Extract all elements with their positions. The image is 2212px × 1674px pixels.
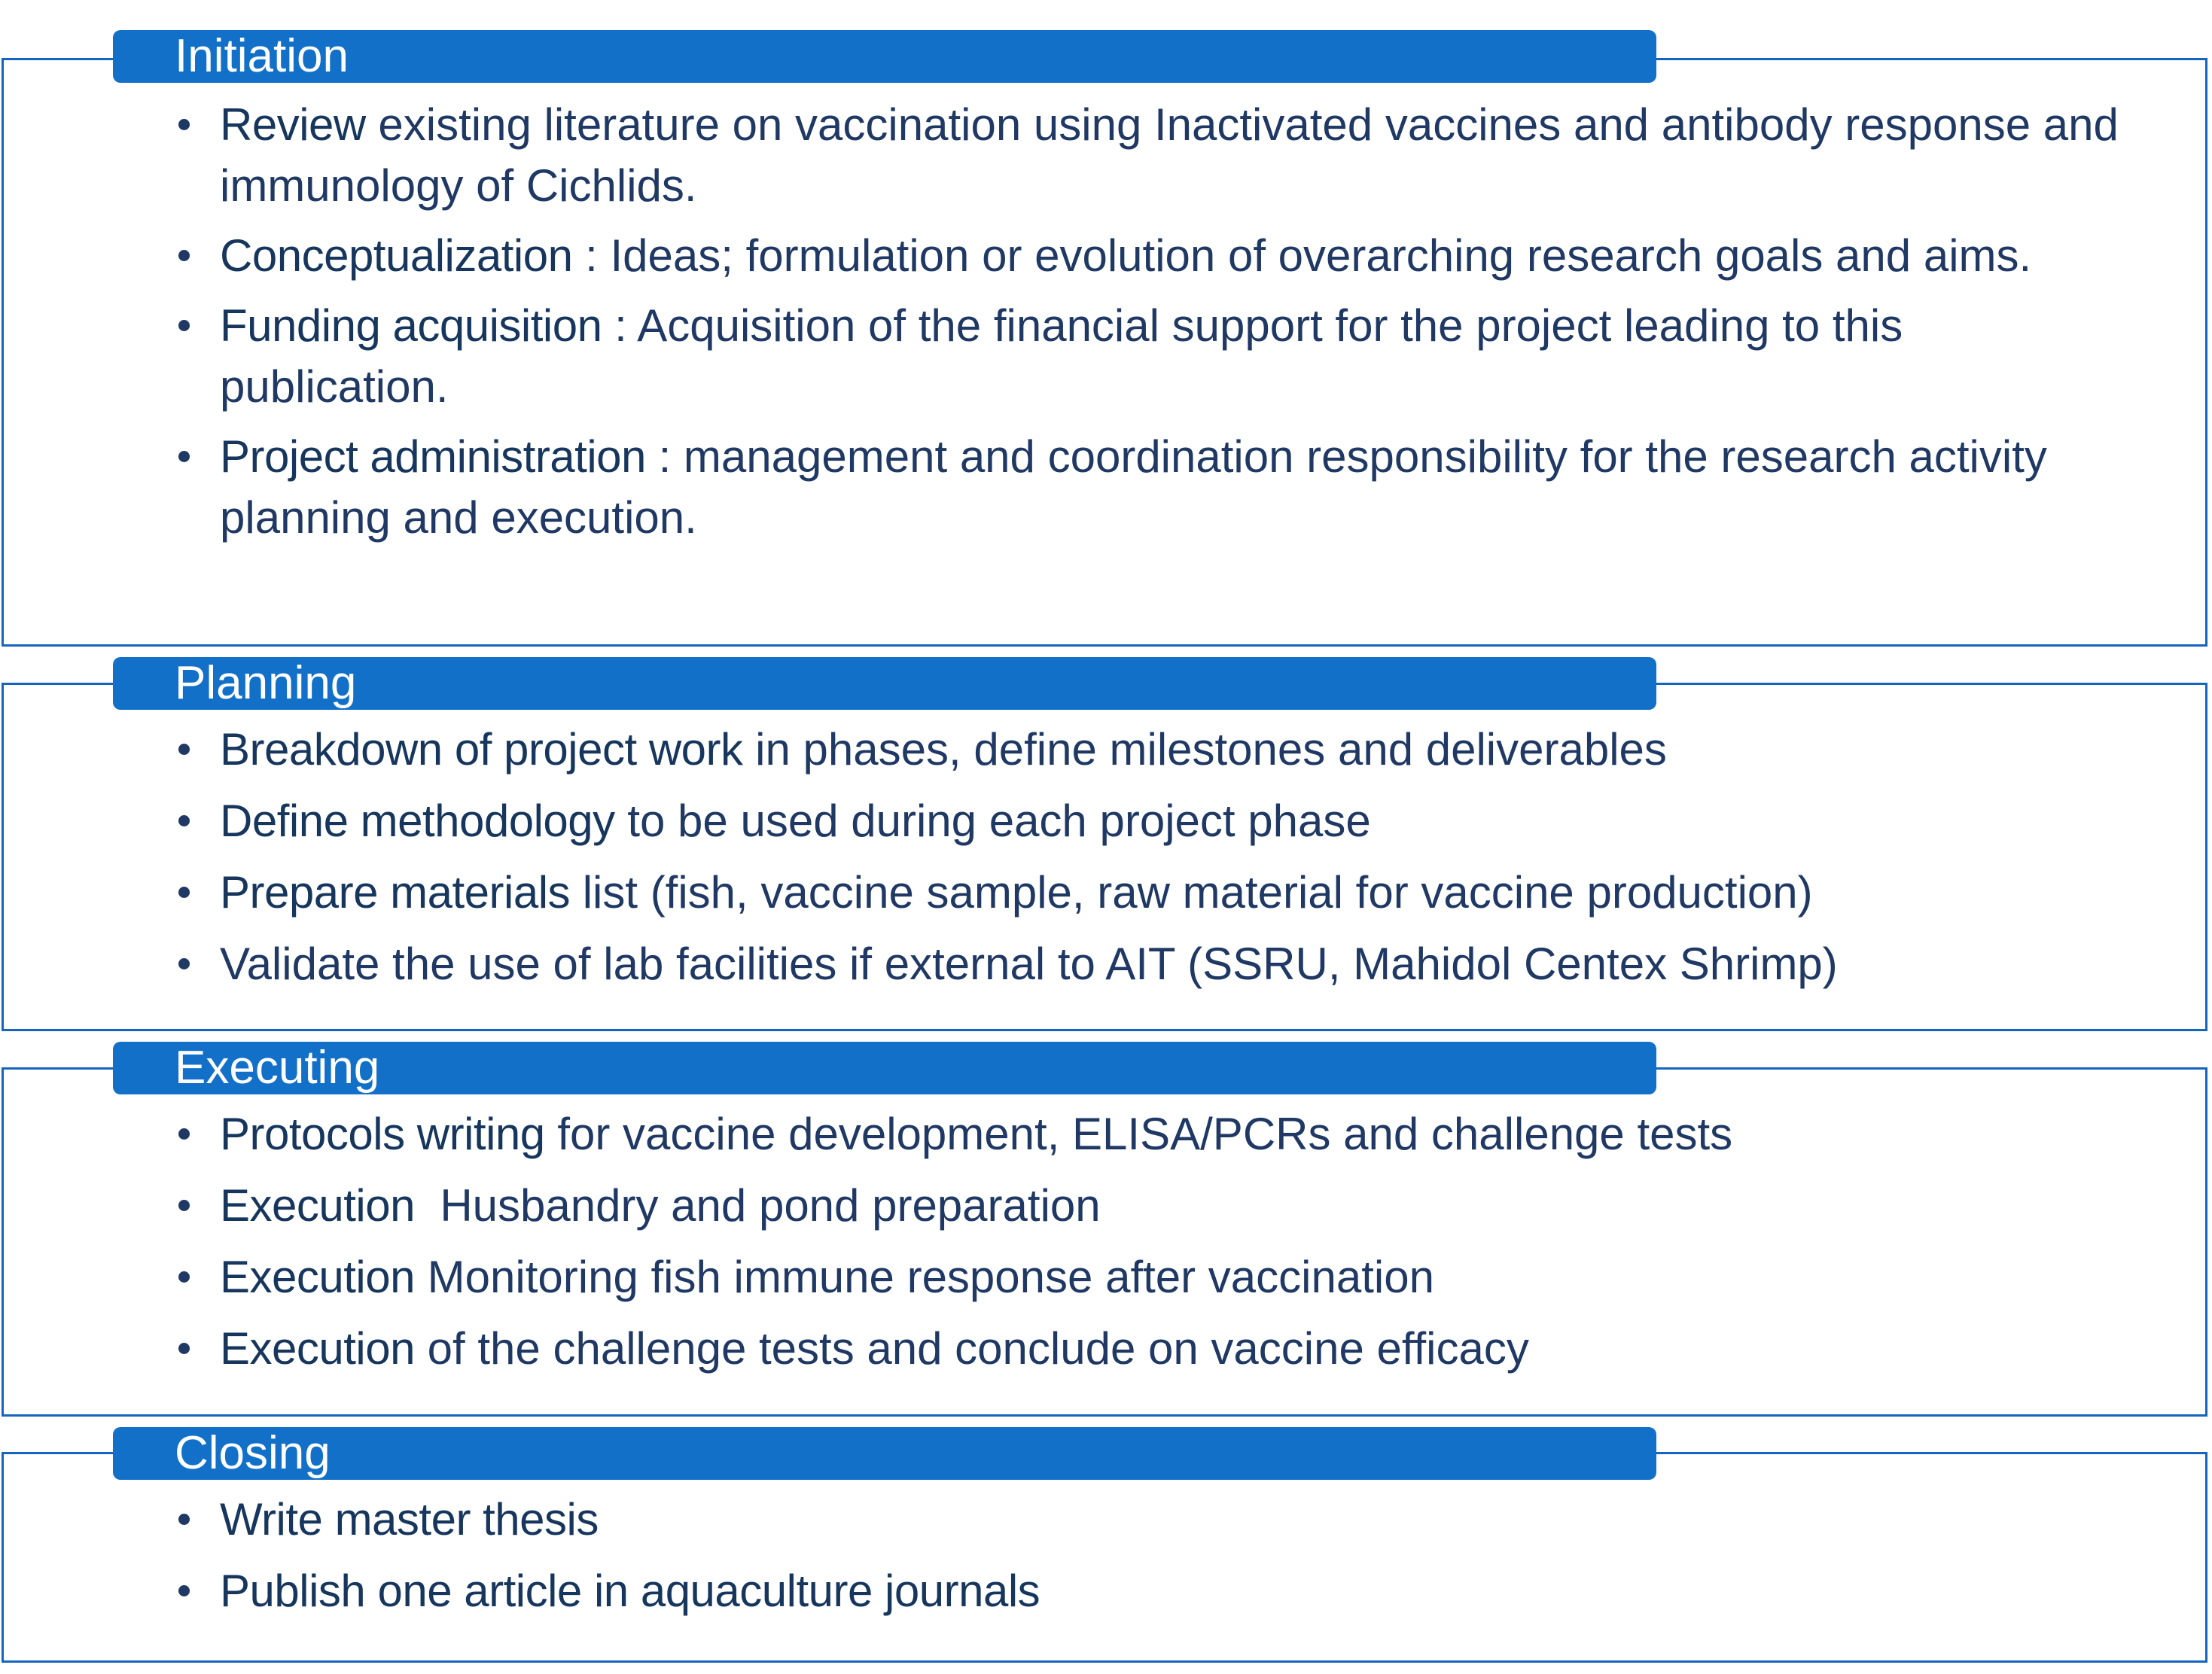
bullet-icon: [178, 744, 190, 755]
item-term: Execution: [220, 1180, 416, 1231]
phase-title: Initiation: [175, 30, 349, 82]
item-description: : Ideas; formulation or evolution of ove…: [572, 230, 2032, 281]
phase-list-closing: Write master thesis Publish one article …: [0, 1489, 2212, 1632]
list-item: Protocols writing for vaccine developmen…: [0, 1103, 2212, 1164]
item-term: Execution: [220, 1252, 416, 1302]
bullet-icon: [178, 119, 190, 130]
item-term: Funding acquisition: [220, 300, 602, 351]
item-term: Prepare materials: [220, 867, 571, 918]
bullet-icon: [178, 320, 190, 331]
item-term: Conceptualization: [220, 230, 573, 281]
bullet-icon: [178, 451, 190, 462]
item-description: for vaccine development, ELISA/PCRs and …: [544, 1109, 1733, 1159]
list-item: Breakdown of project work in phases, def…: [0, 719, 2212, 780]
item-term: Execution: [220, 1323, 416, 1374]
item-description: : management and coordination responsibi…: [220, 431, 2047, 543]
bullet-icon: [178, 887, 190, 898]
item-description: Husbandry and pond preparation: [415, 1180, 1101, 1231]
phase-list-planning: Breakdown of project work in phases, def…: [0, 719, 2212, 1005]
item-term: Project administration: [220, 431, 646, 482]
list-item: Prepare materials list (fish, vaccine sa…: [0, 862, 2212, 923]
list-item: Validate the use of lab facilities if ex…: [0, 933, 2212, 994]
item-description: existing literature on vaccination using…: [220, 99, 2119, 211]
bullet-icon: [178, 1585, 190, 1596]
bullet-icon: [178, 958, 190, 969]
item-term: Protocols writing: [220, 1109, 545, 1159]
phase-box-executing: [2, 1067, 2207, 1417]
phase-header-executing: Executing: [113, 1042, 1656, 1094]
list-item: Project administration : management and …: [0, 426, 2212, 548]
list-item: Execution Husbandry and pond preparation: [0, 1175, 2212, 1236]
bullet-icon: [178, 1514, 190, 1525]
item-description: Monitoring fish immune response after va…: [415, 1252, 1434, 1302]
item-description: list (fish, vaccine sample, raw material…: [570, 867, 1813, 918]
bullet-icon: [178, 1271, 190, 1283]
item-description: of the challenge tests and conclude on v…: [415, 1323, 1529, 1374]
phase-title: Closing: [175, 1427, 331, 1479]
item-term: Breakdown of project work: [220, 724, 743, 775]
item-term: Publish one article in aquaculture journ…: [220, 1566, 1040, 1616]
item-term: Write master thesis: [220, 1494, 599, 1545]
list-item: Funding acquisition : Acquisition of the…: [0, 295, 2212, 417]
phase-list-executing: Protocols writing for vaccine developmen…: [0, 1103, 2212, 1389]
item-term: Define methodology: [220, 796, 615, 846]
bullet-icon: [178, 1200, 190, 1211]
list-item: Define methodology to be used during eac…: [0, 790, 2212, 851]
bullet-icon: [178, 815, 190, 826]
list-item: Write master thesis: [0, 1489, 2212, 1550]
phase-title: Planning: [175, 657, 357, 709]
item-term: Review: [220, 99, 366, 150]
bullet-icon: [178, 1128, 190, 1140]
list-item: Review existing literature on vaccinatio…: [0, 94, 2212, 216]
list-item: Execution of the challenge tests and con…: [0, 1318, 2212, 1379]
phase-header-closing: Closing: [113, 1427, 1656, 1480]
item-description: in phases, define milestones and deliver…: [742, 724, 1667, 775]
phase-box-planning: [2, 683, 2207, 1031]
item-description: : Acquisition of the financial support f…: [220, 300, 1903, 412]
list-item: Publish one article in aquaculture journ…: [0, 1560, 2212, 1621]
phase-title: Executing: [175, 1042, 380, 1094]
item-description: to be used during each project phase: [614, 796, 1371, 846]
list-item: Execution Monitoring fish immune respons…: [0, 1246, 2212, 1307]
phase-list-initiation: Review existing literature on vaccinatio…: [0, 94, 2212, 557]
bullet-icon: [178, 250, 190, 261]
phase-header-initiation: Initiation: [113, 30, 1656, 83]
bullet-icon: [178, 1343, 190, 1354]
phase-box-closing: [2, 1452, 2207, 1663]
phase-box-initiation: [2, 58, 2207, 647]
item-description: Validate the use of lab facilities if ex…: [220, 939, 1838, 989]
list-item: Conceptualization : Ideas; formulation o…: [0, 225, 2212, 286]
phase-header-planning: Planning: [113, 657, 1656, 710]
